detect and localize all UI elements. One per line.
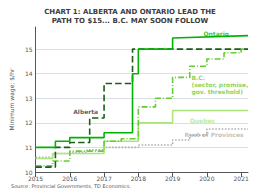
svg-text:12: 12 [25, 119, 33, 126]
svg-text:2016: 2016 [62, 175, 77, 182]
svg-text:14: 14 [25, 70, 33, 77]
svg-text:Ontario: Ontario [203, 30, 228, 37]
svg-text:Minimum wage; $/hr: Minimum wage; $/hr [8, 68, 16, 130]
svg-text:2019: 2019 [165, 175, 180, 182]
svg-text:13: 13 [25, 95, 33, 102]
svg-text:(sector, promise,: (sector, promise, [191, 81, 249, 89]
svg-text:2018: 2018 [131, 175, 146, 182]
svg-text:11: 11 [25, 144, 33, 151]
svg-text:2021: 2021 [234, 175, 249, 182]
svg-text:Source: Provincial Governments: Source: Provincial Governments, TD Econo… [11, 183, 131, 189]
svg-text:CHART 1: ALBERTA AND ONTARIO L: CHART 1: ALBERTA AND ONTARIO LEAD THE [44, 8, 216, 16]
svg-text:15: 15 [25, 46, 33, 53]
svg-text:PATH TO $15... B.C. MAY SOON F: PATH TO $15... B.C. MAY SOON FOLLOW [52, 17, 209, 25]
svg-text:Rest of Provinces: Rest of Provinces [185, 131, 244, 138]
svg-text:2020: 2020 [199, 175, 214, 182]
svg-text:2017: 2017 [96, 175, 111, 182]
svg-text:gov. threshold): gov. threshold) [191, 88, 243, 96]
svg-text:10: 10 [24, 168, 33, 176]
svg-text:Alberta: Alberta [73, 108, 98, 115]
svg-text:Quebec: Quebec [190, 117, 216, 124]
svg-text:2015: 2015 [28, 175, 43, 182]
svg-text:B.C.: B.C. [191, 74, 205, 81]
